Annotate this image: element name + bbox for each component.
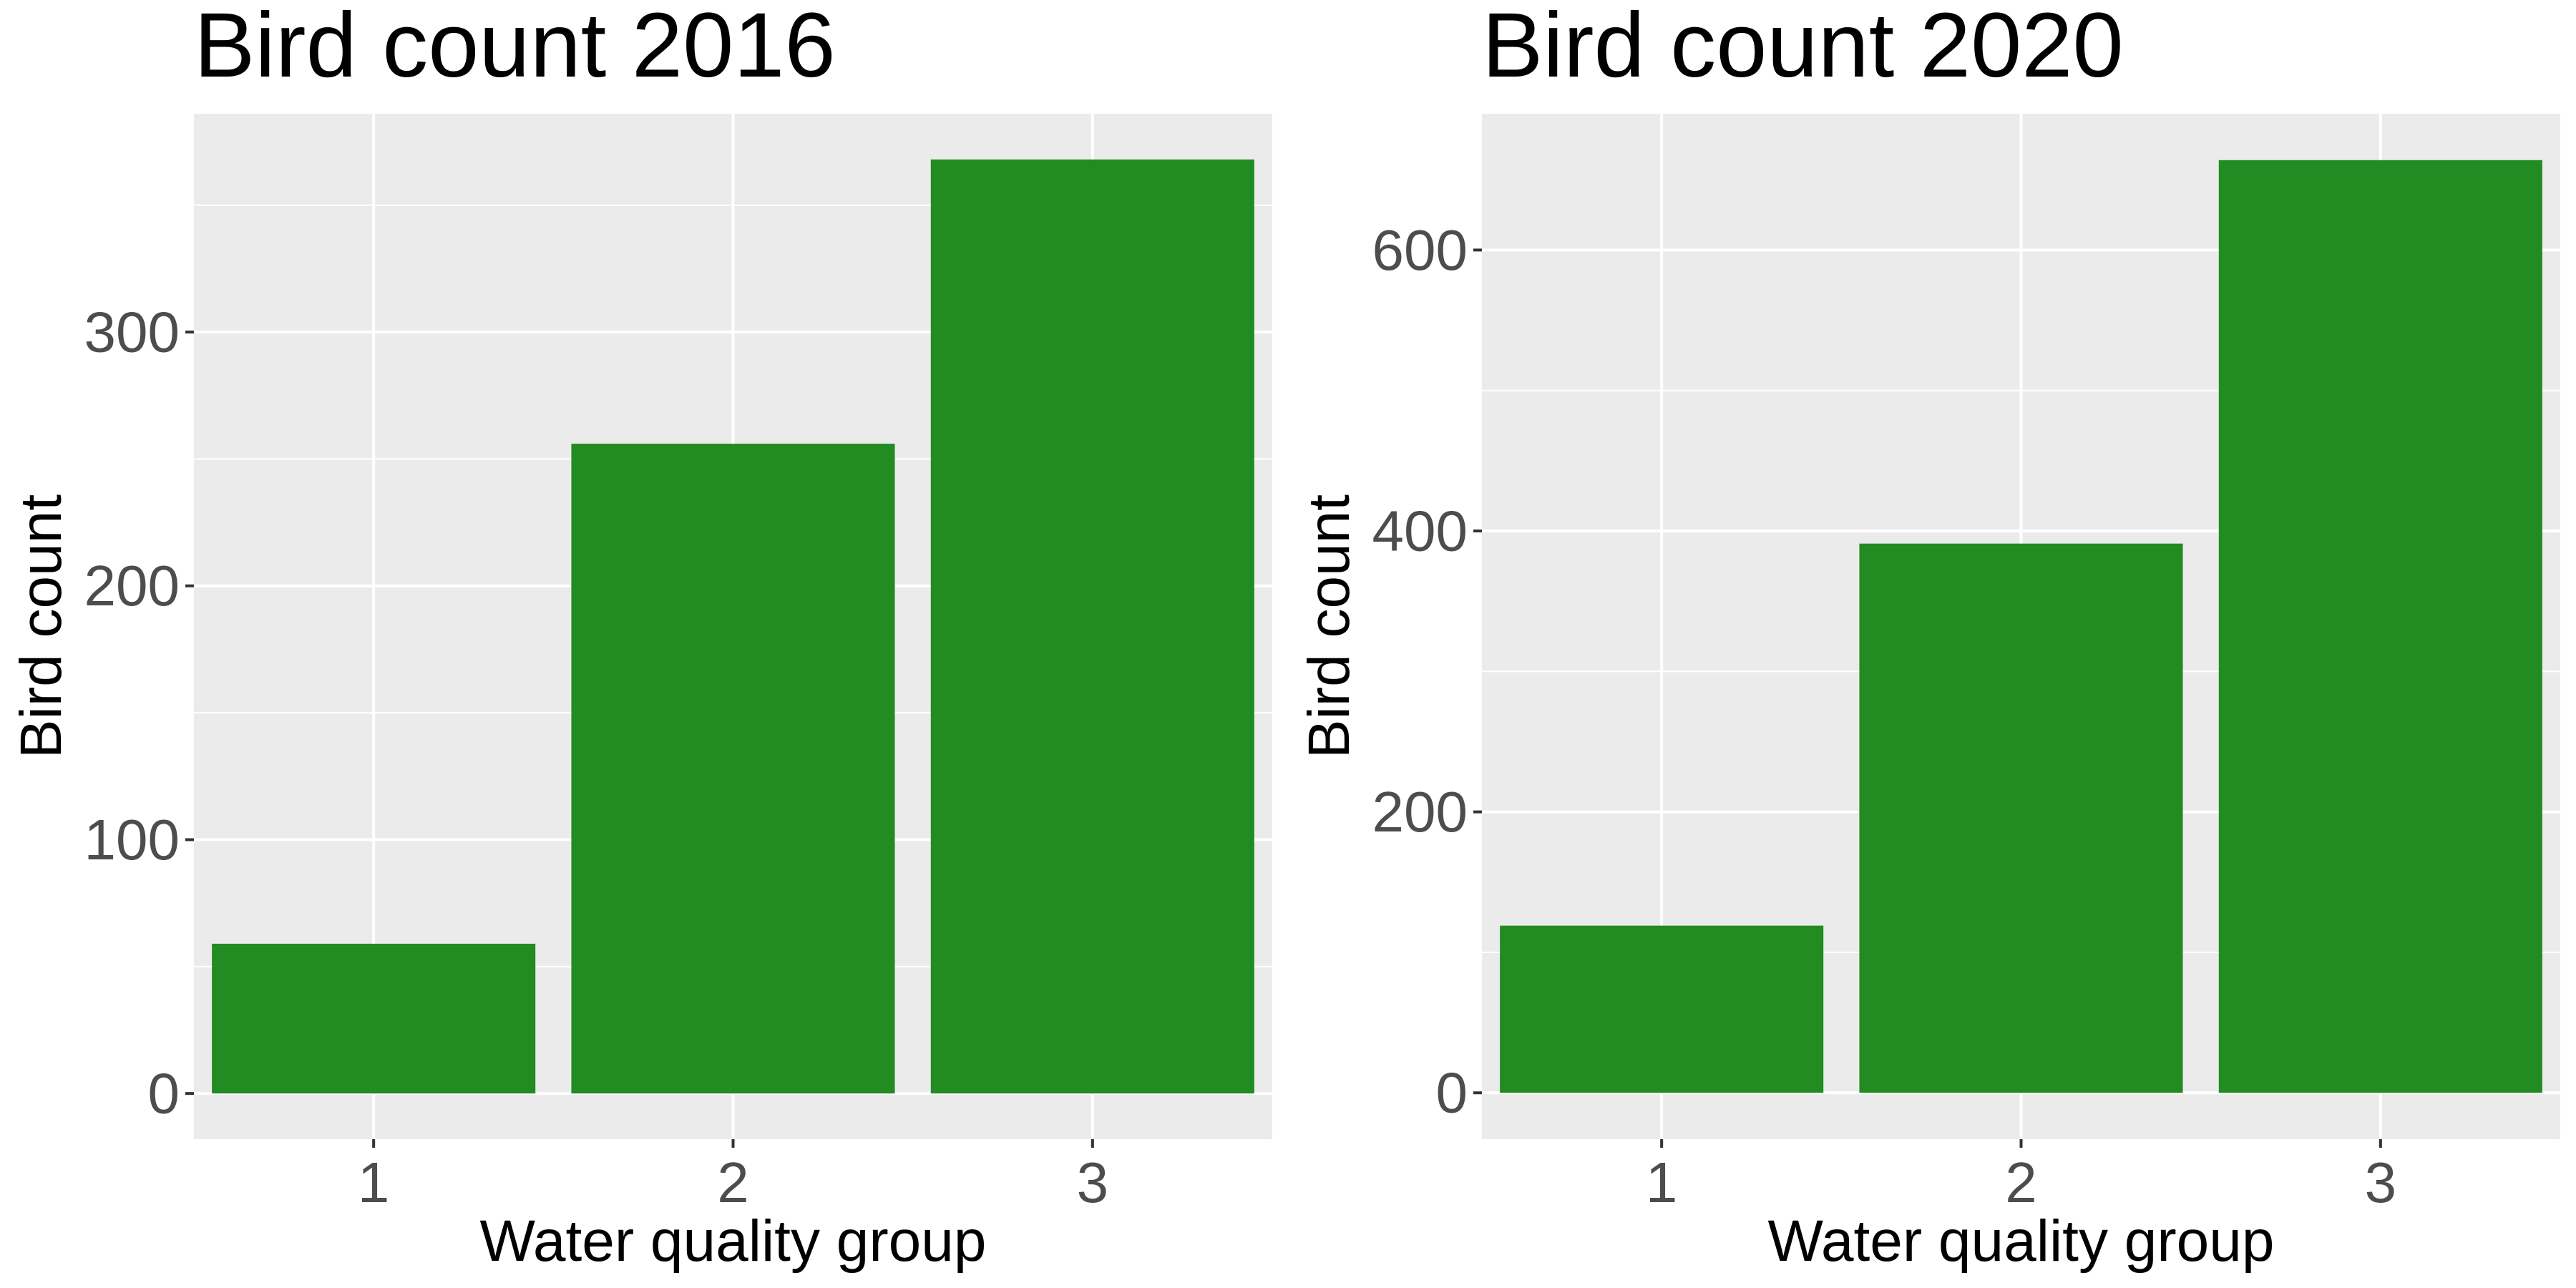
x-tick-label: 2 — [717, 1151, 749, 1214]
x-axis-title: Water quality group — [480, 1209, 987, 1274]
bar-group-1 — [1500, 925, 1824, 1093]
x-tick-label: 3 — [2365, 1151, 2397, 1214]
y-tick-label: 200 — [84, 554, 180, 618]
y-tick-label: 0 — [148, 1062, 180, 1126]
x-tick-label: 1 — [1646, 1151, 1678, 1214]
y-tick-label: 0 — [1436, 1061, 1468, 1125]
x-axis-title: Water quality group — [1768, 1209, 2275, 1274]
chart-panel-2020: 0 200 400 600 1 2 3 Bird count 2020 Water qualit… — [1297, 0, 2560, 1274]
y-tick-label: 200 — [1372, 780, 1468, 844]
y-tick-label: 600 — [1372, 218, 1468, 282]
x-tick-label: 1 — [358, 1151, 390, 1214]
chart-panel-2016: 0 100 200 300 1 2 3 Bird count 2016 Water qualit… — [9, 0, 1272, 1274]
bar-group-2 — [1859, 543, 2183, 1093]
bar-group-3 — [930, 159, 1254, 1094]
chart-title: Bird count 2016 — [194, 0, 836, 97]
bar-group-2 — [571, 444, 895, 1094]
y-axis-title: Bird count — [1297, 494, 1362, 758]
y-axis-title: Bird count — [9, 494, 74, 758]
x-tick-label: 3 — [1077, 1151, 1109, 1214]
y-tick-label: 100 — [84, 808, 180, 872]
y-tick-label: 400 — [1372, 499, 1468, 563]
y-tick-label: 300 — [84, 301, 180, 364]
chart-title: Bird count 2020 — [1482, 0, 2124, 97]
x-tick-label: 2 — [2005, 1151, 2037, 1214]
bar-group-3 — [2218, 160, 2542, 1093]
bar-group-1 — [212, 943, 536, 1094]
